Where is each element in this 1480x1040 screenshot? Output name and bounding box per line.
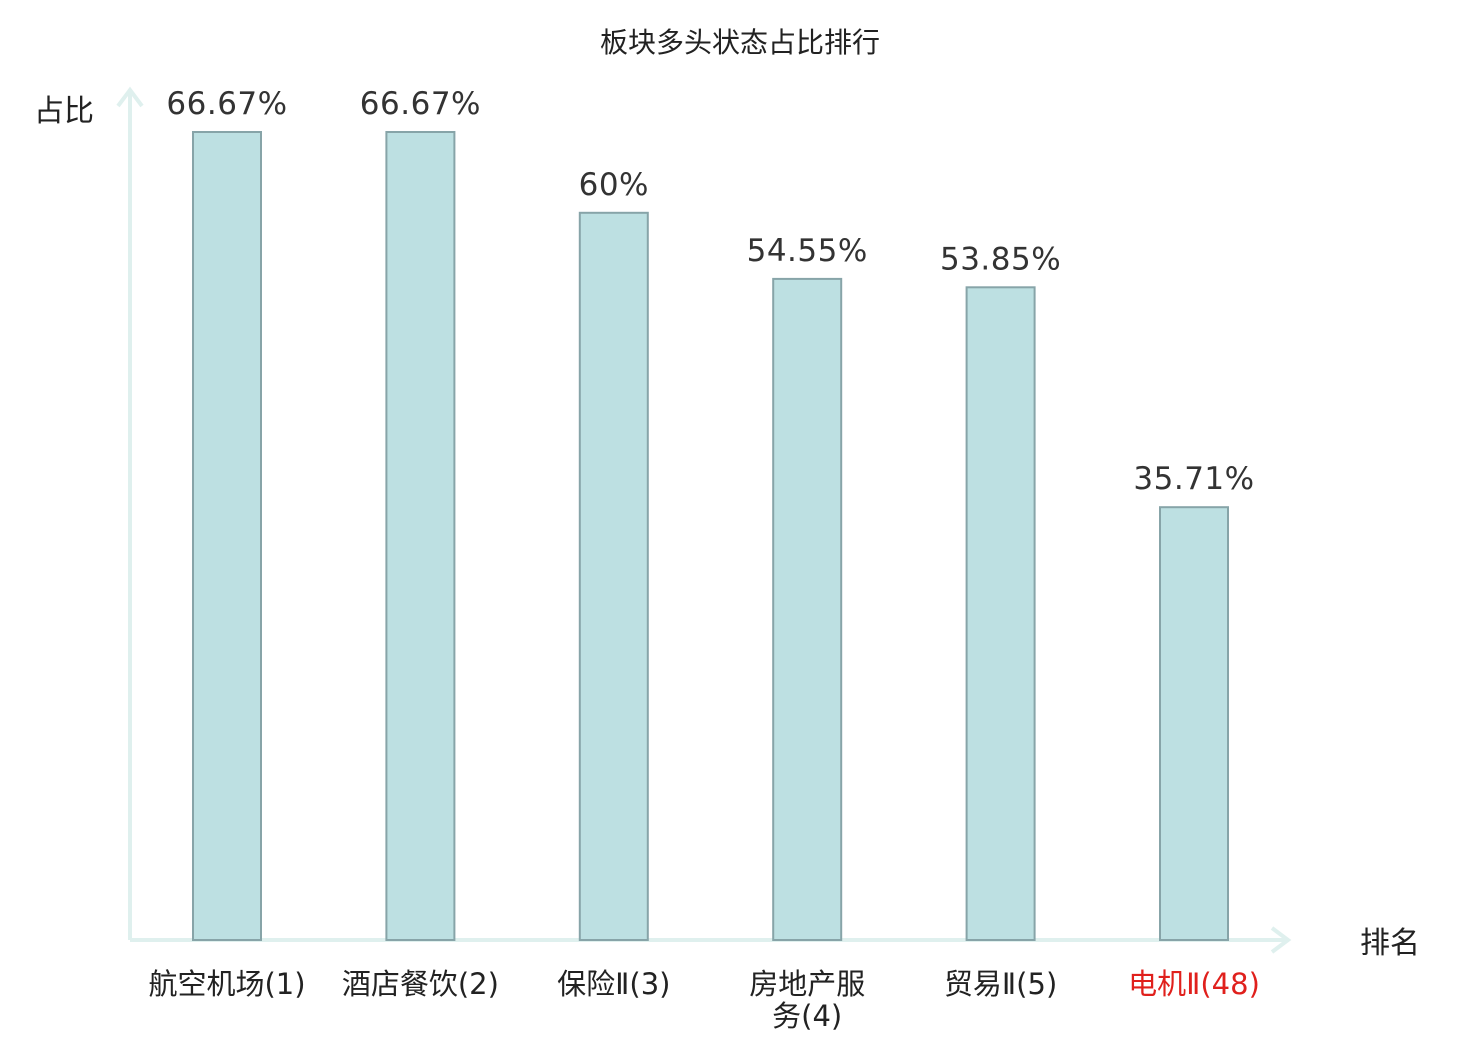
value-labels: 66.67% 66.67% 60% 54.55% 53.85% 35.71% [166, 86, 1254, 497]
x-axis-arrow [1270, 926, 1292, 954]
y-axis-arrow [116, 86, 144, 108]
bar-value-label: 60% [579, 167, 649, 203]
bar-value-label: 66.67% [360, 86, 481, 122]
x-tick-label: 贸易Ⅱ(5) [944, 967, 1057, 1001]
bars [192, 131, 1229, 942]
bar [192, 131, 262, 941]
x-axis-label: 排名 [1360, 926, 1420, 961]
x-tick-label: 电机Ⅱ(48) [1128, 967, 1260, 1001]
bar-value-label: 35.71% [1133, 461, 1254, 497]
bar [772, 277, 843, 941]
bar [578, 211, 649, 942]
bar-value-label: 66.67% [166, 86, 287, 122]
x-tick-label: 房地产服务(4) [749, 967, 865, 1033]
bar-value-label: 53.85% [940, 241, 1061, 277]
y-axis-label: 占比 [34, 94, 94, 129]
axes [116, 86, 1292, 954]
bar-value-label: 54.55% [747, 233, 868, 269]
bar [1159, 506, 1229, 941]
chart-title: 板块多头状态占比排行 [600, 26, 880, 59]
bar [385, 131, 456, 941]
x-tick-label: 保险Ⅱ(3) [557, 967, 670, 1001]
category-labels: 航空机场(1) 酒店餐饮(2) 保险Ⅱ(3) 房地产服务(4) 贸易Ⅱ(5) 电机Ⅱ(48… [148, 967, 1259, 1033]
x-tick-label: 酒店餐饮(2) [342, 967, 499, 1001]
bar [965, 286, 1036, 941]
x-tick-label: 航空机场(1) [148, 967, 305, 1001]
